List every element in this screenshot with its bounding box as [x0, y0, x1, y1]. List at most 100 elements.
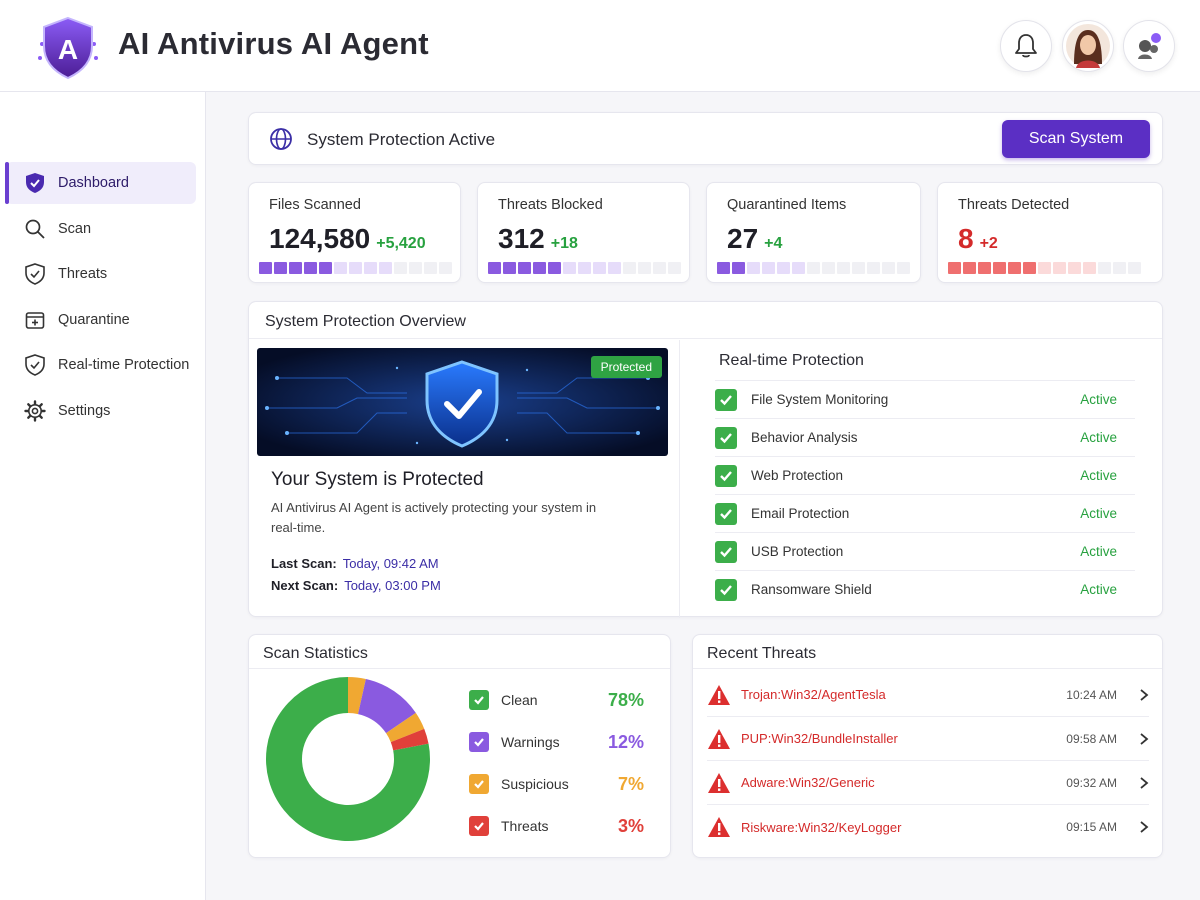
- progress-segment: [1113, 262, 1126, 274]
- progress-segment: [503, 262, 516, 274]
- sidebar-item-label: Settings: [58, 403, 111, 419]
- avatar[interactable]: [1062, 20, 1114, 72]
- stat-card-quarantined-items: Quarantined Items 27 +4: [706, 182, 921, 283]
- protection-heading: Your System is Protected: [271, 469, 484, 490]
- gear-icon: [24, 400, 46, 422]
- realtime-protection-row: Web Protection Active: [715, 456, 1135, 494]
- sidebar-item-dashboard[interactable]: Dashboard: [5, 162, 196, 204]
- warning-triangle-icon: [708, 728, 730, 749]
- chevron-right-icon[interactable]: [1139, 820, 1149, 834]
- assistant-button[interactable]: [1123, 20, 1175, 72]
- sidebar: Dashboard Scan Threats Quarantine Real-t…: [0, 92, 206, 900]
- sidebar-item-scan[interactable]: Scan: [6, 208, 196, 250]
- realtime-protection-row: Email Protection Active: [715, 494, 1135, 532]
- realtime-feature-status: Active: [1080, 506, 1117, 521]
- chevron-right-icon[interactable]: [1139, 688, 1149, 702]
- legend-item: Suspicious 7%: [469, 772, 644, 796]
- progress-segment: [364, 262, 377, 274]
- stat-label: Quarantined Items: [727, 197, 847, 213]
- chevron-right-icon[interactable]: [1139, 776, 1149, 790]
- realtime-protection-row: Behavior Analysis Active: [715, 418, 1135, 456]
- bell-icon: [1015, 34, 1037, 58]
- stat-card-threats-detected: Threats Detected 8 +2: [937, 182, 1163, 283]
- sidebar-item-threats[interactable]: Threats: [6, 253, 196, 295]
- progress-segment: [822, 262, 835, 274]
- section-title: Real-time Protection: [719, 352, 864, 369]
- progress-segment: [1023, 262, 1036, 274]
- progress-segment: [963, 262, 976, 274]
- progress-segment: [578, 262, 591, 274]
- threat-time: 09:15 AM: [1066, 820, 1117, 834]
- stat-card-threats-blocked: Threats Blocked 312 +18: [477, 182, 690, 283]
- realtime-protection-row: File System Monitoring Active: [715, 380, 1135, 418]
- notifications-button[interactable]: [1000, 20, 1052, 72]
- realtime-feature-label: USB Protection: [751, 544, 844, 559]
- stat-delta: +4: [764, 235, 783, 252]
- threat-row[interactable]: Adware:Win32/Generic 09:32 AM: [707, 761, 1149, 805]
- threat-row[interactable]: Trojan:Win32/AgentTesla 10:24 AM: [707, 673, 1149, 717]
- chevron-right-icon[interactable]: [1139, 732, 1149, 746]
- threat-row[interactable]: PUP:Win32/BundleInstaller 09:58 AM: [707, 717, 1149, 761]
- progress-segment: [488, 262, 501, 274]
- progress-segment: [638, 262, 651, 274]
- warning-triangle-icon: [708, 817, 730, 837]
- progress-segment: [334, 262, 347, 274]
- legend-label: Warnings: [501, 734, 560, 750]
- realtime-feature-status: Active: [1080, 544, 1117, 559]
- checkbox-checked-icon: [715, 464, 737, 487]
- threat-name: PUP:Win32/BundleInstaller: [741, 731, 898, 746]
- checkbox-checked-icon: [715, 388, 737, 411]
- progress-segment: [1038, 262, 1051, 274]
- legend-swatch-check-icon: [469, 690, 489, 710]
- progress-segment: [289, 262, 302, 274]
- progress-segment: [762, 262, 775, 274]
- divider: [249, 668, 670, 669]
- stat-delta: +5,420: [376, 235, 426, 252]
- threat-time: 09:32 AM: [1066, 775, 1117, 790]
- threat-name: Adware:Win32/Generic: [741, 775, 875, 790]
- progress-segment: [717, 262, 730, 274]
- donut-slice-suspicious: [386, 712, 425, 743]
- stat-progress-bar: [948, 262, 1141, 274]
- legend-label: Threats: [501, 818, 549, 834]
- scan-system-button[interactable]: Scan System: [1002, 120, 1150, 158]
- progress-segment: [867, 262, 880, 274]
- realtime-feature-label: Email Protection: [751, 506, 850, 521]
- threat-time: 10:24 AM: [1066, 687, 1117, 702]
- realtime-feature-status: Active: [1080, 392, 1117, 407]
- stat-label: Files Scanned: [269, 197, 361, 213]
- legend-item: Warnings 12%: [469, 730, 644, 754]
- globe-icon: [270, 128, 292, 150]
- section-title: System Protection Overview: [265, 313, 466, 330]
- progress-segment: [993, 262, 1006, 274]
- checkbox-checked-icon: [715, 502, 737, 525]
- progress-segment: [1008, 262, 1021, 274]
- threat-row[interactable]: Riskware:Win32/KeyLogger 09:15 AM: [707, 805, 1149, 849]
- last-scan-value: Today, 09:42 AM: [342, 556, 439, 571]
- progress-segment: [394, 262, 407, 274]
- sidebar-item-realtime-protection[interactable]: Real-time Protection: [6, 344, 196, 386]
- progress-segment: [1083, 262, 1096, 274]
- stat-progress-bar: [259, 262, 452, 274]
- progress-segment: [533, 262, 546, 274]
- divider: [249, 338, 1162, 339]
- legend-swatch-check-icon: [469, 816, 489, 836]
- legend-item: Threats 3%: [469, 814, 644, 838]
- divider: [693, 668, 1162, 669]
- sidebar-item-settings[interactable]: Settings: [6, 390, 196, 432]
- protection-overview-card: System Protection Overview: [248, 301, 1163, 618]
- progress-segment: [1053, 262, 1066, 274]
- protection-description: AI Antivirus AI Agent is actively protec…: [271, 500, 597, 535]
- protection-hero-image: Protected: [257, 348, 668, 456]
- legend-swatch-check-icon: [469, 774, 489, 794]
- sidebar-item-label: Scan: [58, 221, 92, 237]
- next-scan-value: Today, 03:00 PM: [344, 578, 441, 593]
- sidebar-item-label: Dashboard: [58, 175, 129, 191]
- progress-segment: [439, 262, 452, 274]
- progress-segment: [852, 262, 865, 274]
- progress-segment: [882, 262, 895, 274]
- sidebar-item-quarantine[interactable]: Quarantine: [6, 299, 196, 341]
- realtime-feature-status: Active: [1080, 468, 1117, 483]
- sidebar-item-label: Threats: [58, 266, 108, 282]
- sidebar-item-label: Real-time Protection: [58, 357, 190, 373]
